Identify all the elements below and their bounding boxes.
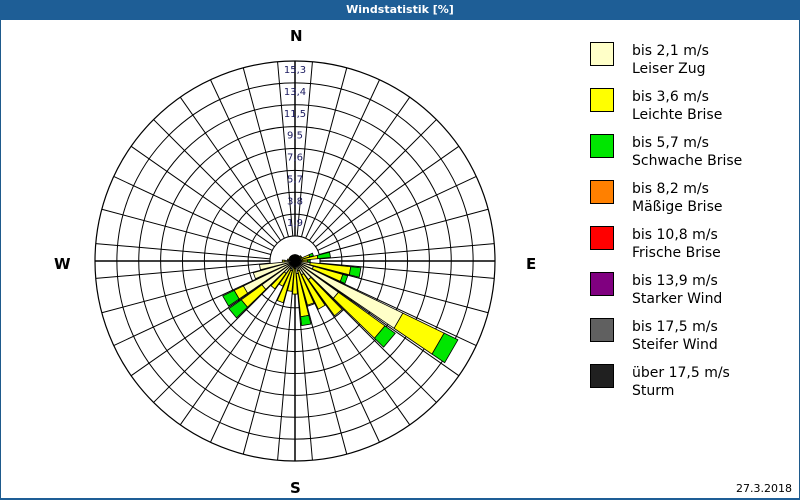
legend-speed: bis 2,1 m/s (632, 43, 709, 59)
legend-swatch (590, 88, 614, 112)
svg-text:7,6: 7,6 (287, 153, 303, 164)
legend-label: Frische Brise (632, 245, 721, 261)
legend-speed: bis 3,6 m/s (632, 89, 709, 105)
bottom-border (0, 498, 800, 500)
compass-west: W (54, 255, 71, 273)
legend-label: Sturm (632, 383, 675, 399)
legend-speed: bis 5,7 m/s (632, 135, 709, 151)
legend-swatch (590, 134, 614, 158)
svg-text:11,5: 11,5 (284, 109, 306, 120)
compass-north: N (290, 27, 303, 45)
svg-text:1,9: 1,9 (287, 218, 303, 229)
svg-text:13,4: 13,4 (284, 87, 306, 98)
legend-swatch (590, 180, 614, 204)
legend-swatch (590, 272, 614, 296)
svg-text:3,8: 3,8 (287, 196, 303, 207)
legend-label: Leiser Zug (632, 61, 706, 77)
legend-swatch (590, 318, 614, 342)
date-label: 27.3.2018 (736, 482, 792, 495)
legend-label: Schwache Brise (632, 153, 743, 169)
wind-rose-chart: 1,9 3,8 5,7 7,6 9,5 11,5 13,4 15,3 (94, 60, 496, 462)
svg-text:5,7: 5,7 (287, 174, 303, 185)
legend-swatch (590, 42, 614, 66)
legend-speed: bis 17,5 m/s (632, 319, 718, 335)
svg-text:9,5: 9,5 (287, 131, 303, 142)
compass-east: E (526, 255, 537, 273)
legend-speed: bis 8,2 m/s (632, 181, 709, 197)
legend-speed: über 17,5 m/s (632, 365, 730, 381)
svg-text:15,3: 15,3 (284, 65, 306, 76)
legend-speed: bis 10,8 m/s (632, 227, 718, 243)
legend-label: Starker Wind (632, 291, 723, 307)
legend-label: Leichte Brise (632, 107, 723, 123)
legend-label: Mäßige Brise (632, 199, 723, 215)
compass-south: S (290, 479, 301, 497)
legend-label: Steifer Wind (632, 337, 718, 353)
chart-title: Windstatistik [%] (0, 0, 800, 20)
legend-swatch (590, 226, 614, 250)
legend-speed: bis 13,9 m/s (632, 273, 718, 289)
legend-swatch (590, 364, 614, 388)
